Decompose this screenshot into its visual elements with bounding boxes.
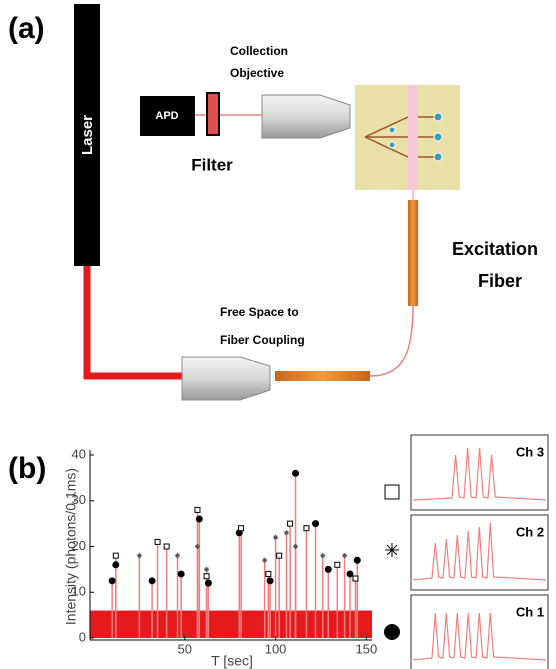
inset-trace	[412, 522, 547, 581]
marker	[108, 577, 116, 585]
marker	[177, 570, 185, 578]
x-axis-label: T [sec]	[211, 653, 253, 669]
marker	[148, 577, 156, 585]
marker	[262, 557, 268, 563]
collection-objective	[261, 94, 351, 139]
marker	[283, 530, 289, 536]
marker	[384, 624, 400, 640]
inset-label: Ch 2	[516, 524, 544, 539]
marker	[385, 543, 399, 557]
y-tick-label: 40	[72, 446, 86, 461]
marker	[273, 534, 279, 540]
y-tick-label: 0	[79, 629, 86, 644]
marker	[204, 579, 212, 587]
noise-band	[90, 610, 372, 638]
fiber-label: Excitation	[452, 239, 538, 259]
marker	[303, 525, 310, 532]
marker	[136, 553, 142, 559]
diagram: (a) Laser APD Filter Collection Objectiv…	[8, 4, 538, 401]
marker	[175, 553, 181, 559]
marker	[324, 565, 332, 573]
y-tick-label: 10	[72, 584, 86, 599]
objective-label: Collection	[230, 44, 288, 58]
coupling-label: Free Space to	[220, 305, 299, 319]
fiber-line	[369, 305, 414, 377]
excitation-fiber	[408, 200, 418, 306]
marker	[292, 469, 300, 477]
channel	[408, 85, 418, 190]
x-tick-label: 100	[265, 641, 287, 656]
coupling-label: Fiber Coupling	[220, 333, 305, 347]
marker	[276, 552, 283, 559]
laser-label: Laser	[79, 115, 96, 155]
marker	[352, 575, 359, 582]
marker	[238, 525, 245, 532]
marker	[312, 520, 320, 528]
panel-label: (b)	[8, 452, 46, 485]
inset-box	[410, 434, 549, 511]
fiber-label: Fiber	[478, 271, 522, 291]
objective-label: Objective	[230, 66, 284, 80]
marker	[203, 573, 210, 580]
marker	[194, 506, 201, 513]
inset-label: Ch 3	[516, 444, 544, 459]
marker	[112, 552, 119, 559]
y-tick-label: 20	[72, 538, 86, 553]
marker	[112, 561, 120, 569]
spots	[388, 112, 443, 162]
marker	[204, 566, 210, 572]
marker	[265, 570, 272, 577]
filter	[206, 92, 220, 136]
marker	[384, 484, 400, 500]
marker	[342, 553, 348, 559]
marker	[287, 520, 294, 527]
marker	[320, 553, 326, 559]
marker	[154, 538, 161, 545]
marker	[195, 544, 200, 549]
panel-label: (a)	[8, 12, 45, 45]
marker	[195, 515, 203, 523]
marker	[293, 544, 299, 549]
marker	[163, 543, 170, 550]
coupling-fiber	[275, 371, 370, 381]
apd	[140, 96, 195, 136]
inset-trace	[412, 447, 547, 501]
x-tick-label: 150	[356, 641, 378, 656]
marker	[334, 561, 341, 568]
apd-label: APD	[155, 110, 178, 122]
x-tick-label: 50	[178, 641, 192, 656]
laser-beam	[83, 266, 182, 380]
filter-label: Filter	[191, 155, 233, 174]
y-tick-label: 30	[72, 492, 86, 507]
coupling-objective	[181, 356, 271, 401]
waveguides	[364, 116, 437, 158]
inset-label: Ch 1	[516, 604, 544, 619]
marker	[353, 556, 361, 564]
marker	[266, 577, 274, 585]
inset-trace	[412, 612, 547, 661]
marker	[346, 570, 354, 578]
chart: (b) 0 10 20 30 40 50 100 150 T [sec] Intensity (p…	[8, 434, 549, 669]
laser	[74, 4, 100, 266]
y-axis-label: Intensity (photons/0.1ms)	[63, 468, 79, 625]
